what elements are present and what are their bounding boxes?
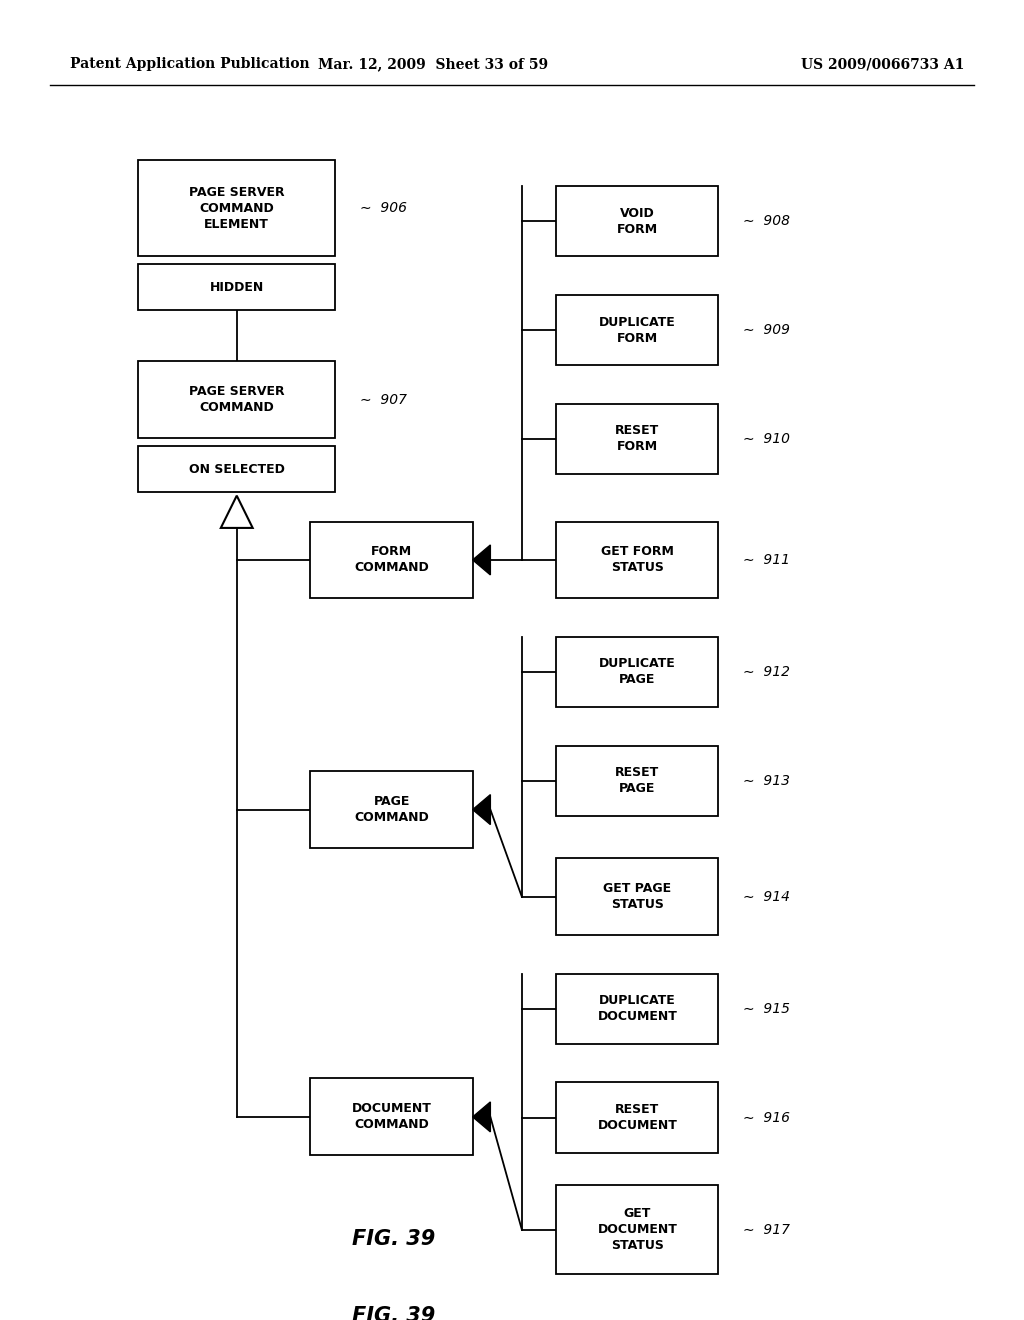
Text: DOCUMENT
COMMAND: DOCUMENT COMMAND [351, 1102, 431, 1131]
Text: VOID
FORM: VOID FORM [616, 207, 657, 236]
Text: RESET
PAGE: RESET PAGE [615, 767, 659, 795]
Bar [138, 446, 335, 492]
Text: ∼  914: ∼ 914 [743, 890, 790, 904]
Bar [556, 1185, 719, 1274]
Text: ∼  912: ∼ 912 [743, 665, 790, 678]
Text: FIG. 39: FIG. 39 [352, 1229, 435, 1249]
Bar [556, 404, 719, 474]
Text: RESET
FORM: RESET FORM [615, 425, 659, 454]
Text: US 2009/0066733 A1: US 2009/0066733 A1 [801, 57, 965, 71]
Text: RESET
DOCUMENT: RESET DOCUMENT [597, 1104, 677, 1133]
Bar [138, 161, 335, 256]
Bar [556, 186, 719, 256]
Bar [556, 294, 719, 366]
Polygon shape [473, 795, 490, 825]
Bar [556, 858, 719, 935]
Bar [556, 1082, 719, 1152]
Text: ∼  915: ∼ 915 [743, 1002, 790, 1015]
Text: ∼  911: ∼ 911 [743, 553, 790, 566]
Bar [310, 1078, 473, 1155]
Text: ∼  906: ∼ 906 [359, 202, 407, 215]
Text: DUPLICATE
FORM: DUPLICATE FORM [599, 315, 676, 345]
Text: ON SELECTED: ON SELECTED [188, 462, 285, 475]
Text: PAGE SERVER
COMMAND
ELEMENT: PAGE SERVER COMMAND ELEMENT [189, 186, 285, 231]
Text: ∼  917: ∼ 917 [743, 1222, 790, 1237]
Text: ∼  908: ∼ 908 [743, 214, 790, 228]
Text: PAGE
COMMAND: PAGE COMMAND [354, 795, 429, 824]
Bar [310, 771, 473, 847]
Bar [556, 746, 719, 816]
Bar [138, 264, 335, 310]
Text: Patent Application Publication: Patent Application Publication [70, 57, 309, 71]
Bar [138, 362, 335, 438]
Bar [556, 974, 719, 1044]
Text: Mar. 12, 2009  Sheet 33 of 59: Mar. 12, 2009 Sheet 33 of 59 [318, 57, 549, 71]
Text: DUPLICATE
DOCUMENT: DUPLICATE DOCUMENT [597, 994, 677, 1023]
Text: GET FORM
STATUS: GET FORM STATUS [601, 545, 674, 574]
Text: FORM
COMMAND: FORM COMMAND [354, 545, 429, 574]
Text: DUPLICATE
PAGE: DUPLICATE PAGE [599, 657, 676, 686]
Text: ∼  910: ∼ 910 [743, 432, 790, 446]
Bar [310, 521, 473, 598]
Text: HIDDEN: HIDDEN [210, 281, 264, 294]
Polygon shape [473, 1102, 490, 1131]
Bar [556, 521, 719, 598]
Text: ∼  907: ∼ 907 [359, 393, 407, 407]
Text: FIG. 39: FIG. 39 [352, 1307, 435, 1320]
Bar [556, 636, 719, 708]
Text: GET PAGE
STATUS: GET PAGE STATUS [603, 882, 672, 911]
Text: PAGE SERVER
COMMAND: PAGE SERVER COMMAND [189, 385, 285, 414]
Text: ∼  916: ∼ 916 [743, 1110, 790, 1125]
Text: GET
DOCUMENT
STATUS: GET DOCUMENT STATUS [597, 1206, 677, 1253]
Text: ∼  909: ∼ 909 [743, 323, 790, 337]
Polygon shape [473, 545, 490, 576]
Text: ∼  913: ∼ 913 [743, 774, 790, 788]
